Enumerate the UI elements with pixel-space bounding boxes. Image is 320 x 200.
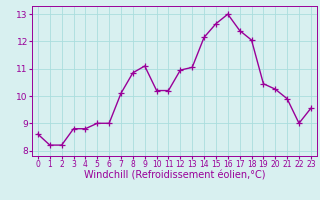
X-axis label: Windchill (Refroidissement éolien,°C): Windchill (Refroidissement éolien,°C)	[84, 171, 265, 181]
